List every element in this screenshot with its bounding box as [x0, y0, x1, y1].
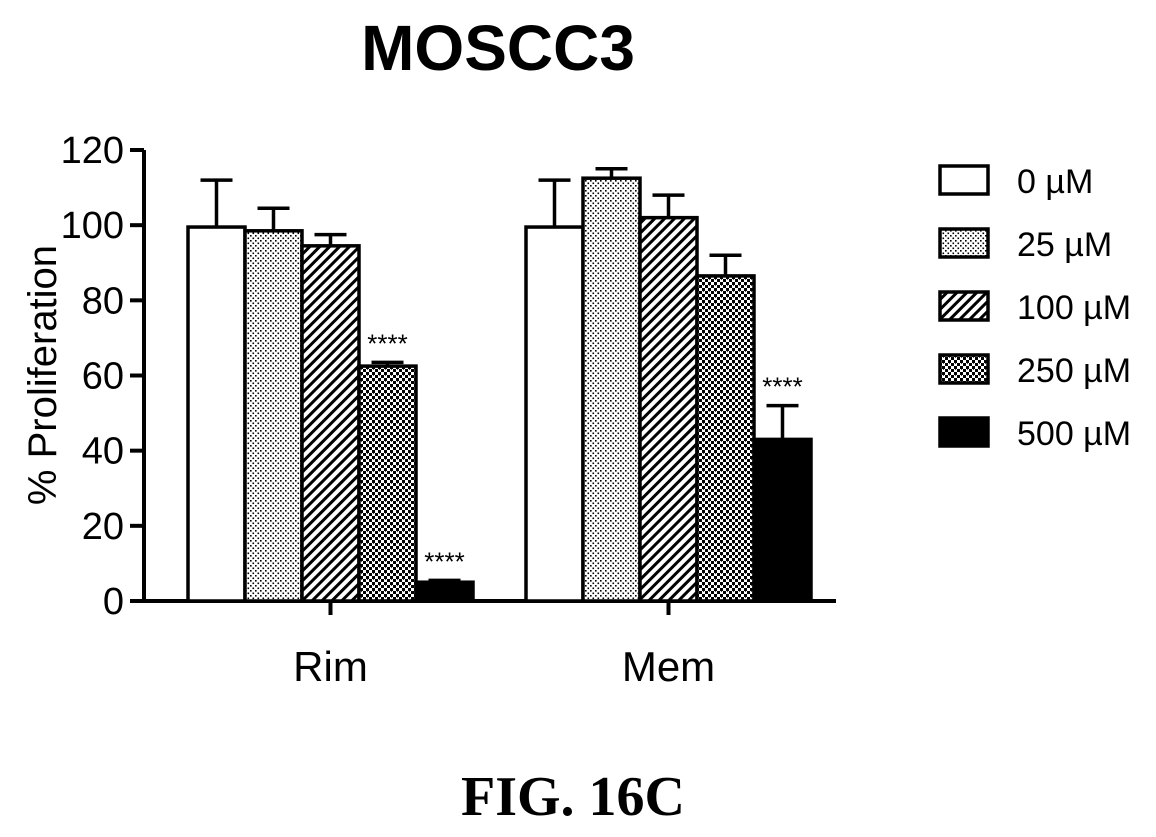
legend-label: 25 µM [1017, 226, 1112, 264]
y-tick-label: 0 [103, 581, 124, 623]
y-tick-label: 120 [61, 130, 124, 172]
y-tick-label: 40 [82, 431, 124, 473]
bar [638, 215, 699, 603]
bar [300, 244, 361, 603]
bar [524, 225, 585, 603]
bar [357, 364, 418, 603]
y-tick-label: 60 [82, 356, 124, 398]
legend-swatch [938, 227, 990, 259]
legend-label: 100 µM [1017, 289, 1131, 327]
y-tick-label: 20 [82, 506, 124, 548]
bar [581, 176, 642, 603]
axes: 0 20 40 60 80 100 120 Rim Mem [61, 130, 836, 690]
legend-swatch [938, 290, 990, 322]
legend-label: 500 µM [1017, 415, 1131, 453]
bar [695, 274, 756, 603]
legend-label: 250 µM [1017, 352, 1131, 390]
legend-swatch [938, 164, 990, 196]
bar [243, 229, 304, 603]
y-tick-label: 80 [82, 280, 124, 322]
bar [186, 225, 247, 603]
y-tick-label: 100 [61, 205, 124, 247]
legend-label: 0 µM [1017, 163, 1093, 201]
legend: 0 µM 25 µM 100 µM 250 µM 500 µM [938, 163, 1131, 453]
x-tick-label: Rim [293, 643, 368, 690]
x-tick-label: Mem [622, 643, 715, 690]
chart-title: MOSCC3 [361, 12, 635, 84]
bar [414, 580, 475, 603]
y-axis-label: % Proliferation [21, 245, 65, 505]
bars: **** **** **** [186, 167, 813, 603]
significance-label: **** [762, 372, 802, 402]
significance-label: **** [424, 546, 464, 576]
legend-swatch [938, 353, 990, 385]
figure-caption: FIG. 16C [461, 766, 685, 828]
bar [752, 437, 813, 603]
legend-swatch [938, 416, 990, 448]
significance-label: **** [367, 328, 407, 358]
